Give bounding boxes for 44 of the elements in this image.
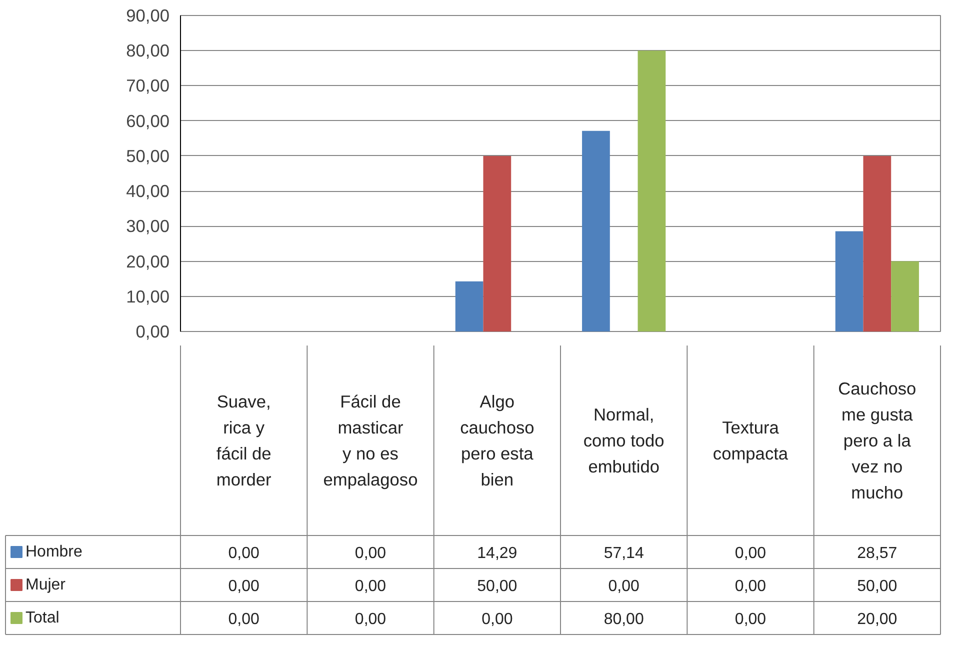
data-label: 14,29 [477,545,518,562]
data-label: 0,00 [734,611,766,628]
x-tick-label: Cauchoso me gusta pero a la vez no mucho [838,378,916,502]
data-label: 0,00 [354,578,386,595]
legend-label: Mujer [26,576,66,594]
x-tick-label: Suave, rica y fácil de morder [216,392,272,490]
bar [582,130,610,332]
y-tick-label: 80,00 [126,40,170,61]
data-label: 20,00 [857,611,898,628]
data-label: 28,57 [857,545,898,562]
x-tick-label: Algo cauchoso pero esta bien [460,392,534,490]
legend-label: Total [26,610,60,626]
data-label: 0,00 [228,578,260,595]
y-tick-label: 50,00 [126,146,170,166]
x-tick-label: Fácil de masticar y no es empalagoso [323,392,418,490]
data-label: 0,00 [228,611,260,628]
data-label: 0,00 [354,545,386,562]
data-label: 57,14 [604,545,644,562]
data-label: 50,00 [857,578,898,595]
legend-label: Hombre [26,544,83,560]
data-label: 0,00 [354,611,386,628]
data-label: 0,00 [608,578,640,595]
y-tick-label: 20,00 [126,251,170,272]
y-tick-label: 30,00 [126,216,170,236]
data-label: 0,00 [228,545,260,562]
bar [638,50,666,332]
y-tick-label: 0,00 [136,322,170,342]
bar [891,261,919,332]
x-tick-label: Textura compacta [712,418,788,464]
y-tick-label: 90,00 [126,6,170,26]
data-label: 50,00 [477,578,518,595]
bar [835,231,864,332]
y-tick-label: 70,00 [126,76,170,96]
bar [483,156,512,332]
data-label: 0,00 [482,611,513,628]
bar [455,281,484,332]
y-tick-label: 10,00 [126,286,170,306]
x-tick-label: Normal, como todo embutido [583,404,664,476]
data-label: 0,00 [734,545,766,562]
y-tick-label: 40,00 [126,181,170,202]
bar [863,156,892,332]
y-tick-label: 60,00 [126,110,170,131]
data-label: 80,00 [604,611,644,628]
data-label: 0,00 [734,578,766,595]
